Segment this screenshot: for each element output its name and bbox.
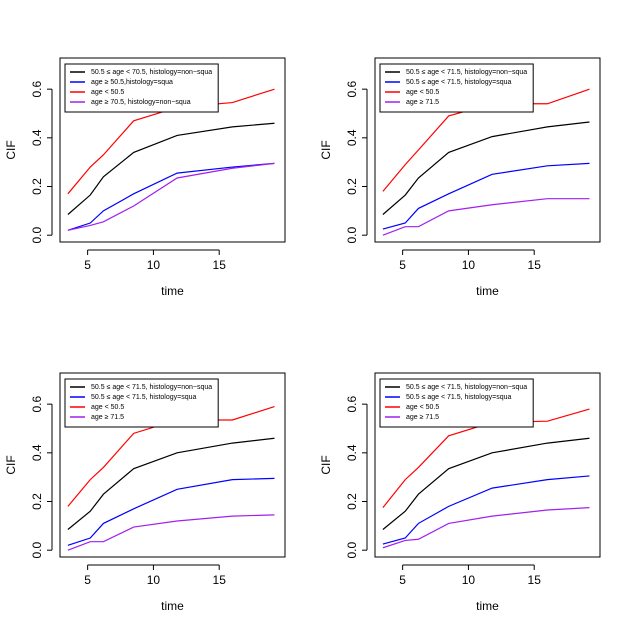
plot-box [59, 57, 286, 243]
y-tick-label: 0.0 [30, 227, 44, 244]
x-tick-label: 10 [147, 573, 161, 587]
y-tick-label: 0.0 [30, 542, 44, 559]
plot-box [374, 57, 601, 243]
y-tick-label: 0.2 [345, 493, 359, 510]
y-tick-label: 0.2 [30, 178, 44, 195]
y-axis-label: CIF [4, 140, 18, 159]
x-tick-label: 5 [399, 573, 406, 587]
series-line [67, 406, 275, 507]
legend-label: age < 50.5 [406, 89, 439, 96]
series-line [382, 198, 590, 236]
x-tick-label: 5 [84, 573, 91, 587]
series-line [67, 477, 275, 546]
series-line [67, 88, 275, 195]
x-tick-label: 10 [147, 258, 161, 272]
x-tick-label: 10 [462, 573, 476, 587]
series-line [67, 162, 275, 231]
y-tick-label: 0.4 [30, 444, 44, 461]
series-line [67, 162, 275, 231]
y-tick-label: 0.6 [30, 395, 44, 412]
legend-box [64, 378, 219, 428]
x-axis-label: time [476, 599, 499, 613]
legend-label: 50.5 ≤ age < 71.5, histology=non−squa [91, 384, 212, 391]
series-line [382, 121, 590, 215]
series-line [382, 506, 590, 549]
legend-label: age < 50.5 [406, 404, 439, 411]
y-tick-label: 0.0 [345, 227, 359, 244]
legend-label: age < 50.5 [91, 404, 124, 411]
legend-box [379, 63, 534, 113]
legend-label: age ≥ 71.5 [406, 414, 439, 421]
y-tick-label: 0.2 [30, 493, 44, 510]
y-tick-label: 0.6 [345, 80, 359, 97]
y-tick-label: 0.4 [345, 444, 359, 461]
x-tick-label: 15 [528, 258, 542, 272]
legend-label: age ≥ 70.5, histology=non−squa [91, 99, 191, 106]
legend-label: 50.5 ≤ age < 71.5, histology=non−squa [406, 384, 527, 391]
legend-label: 50.5 ≤ age < 71.5, histology=squa [406, 394, 512, 401]
series-line [382, 408, 590, 508]
legend-label: age ≥ 50.5,histology=squa [91, 79, 173, 86]
y-tick-label: 0.4 [30, 129, 44, 146]
series-line [67, 437, 275, 530]
series-line [382, 437, 590, 530]
legend-box [379, 378, 534, 428]
x-tick-label: 10 [462, 258, 476, 272]
y-axis-label: CIF [319, 140, 333, 159]
legend-label: age < 50.5 [91, 89, 124, 96]
series-line [382, 475, 590, 545]
series-line [382, 162, 590, 230]
x-axis-label: time [161, 284, 184, 298]
x-axis-label: time [161, 599, 184, 613]
y-axis-label: CIF [319, 455, 333, 474]
legend-label: 50.5 ≤ age < 70.5, histology=non−squa [91, 69, 212, 76]
series-line [67, 514, 275, 551]
y-tick-label: 0.0 [345, 542, 359, 559]
legend-label: age ≥ 71.5 [91, 414, 124, 421]
y-tick-label: 0.6 [345, 395, 359, 412]
legend-label: 50.5 ≤ age < 71.5, histology=squa [406, 79, 512, 86]
x-tick-label: 15 [528, 573, 542, 587]
y-axis-label: CIF [4, 455, 18, 474]
x-tick-label: 15 [213, 258, 227, 272]
legend-label: age ≥ 71.5 [406, 99, 439, 106]
legend-box [64, 63, 219, 113]
y-tick-label: 0.2 [345, 178, 359, 195]
legend-label: 50.5 ≤ age < 71.5, histology=squa [91, 394, 197, 401]
series-line [382, 88, 590, 192]
y-tick-label: 0.6 [30, 80, 44, 97]
x-tick-label: 5 [84, 258, 91, 272]
plot-box [374, 372, 601, 558]
series-line [67, 122, 275, 215]
x-tick-label: 5 [399, 258, 406, 272]
y-tick-label: 0.4 [345, 129, 359, 146]
plot-box [59, 372, 286, 558]
legend-label: 50.5 ≤ age < 71.5, histology=non−squa [406, 69, 527, 76]
x-tick-label: 15 [213, 573, 227, 587]
x-axis-label: time [476, 284, 499, 298]
